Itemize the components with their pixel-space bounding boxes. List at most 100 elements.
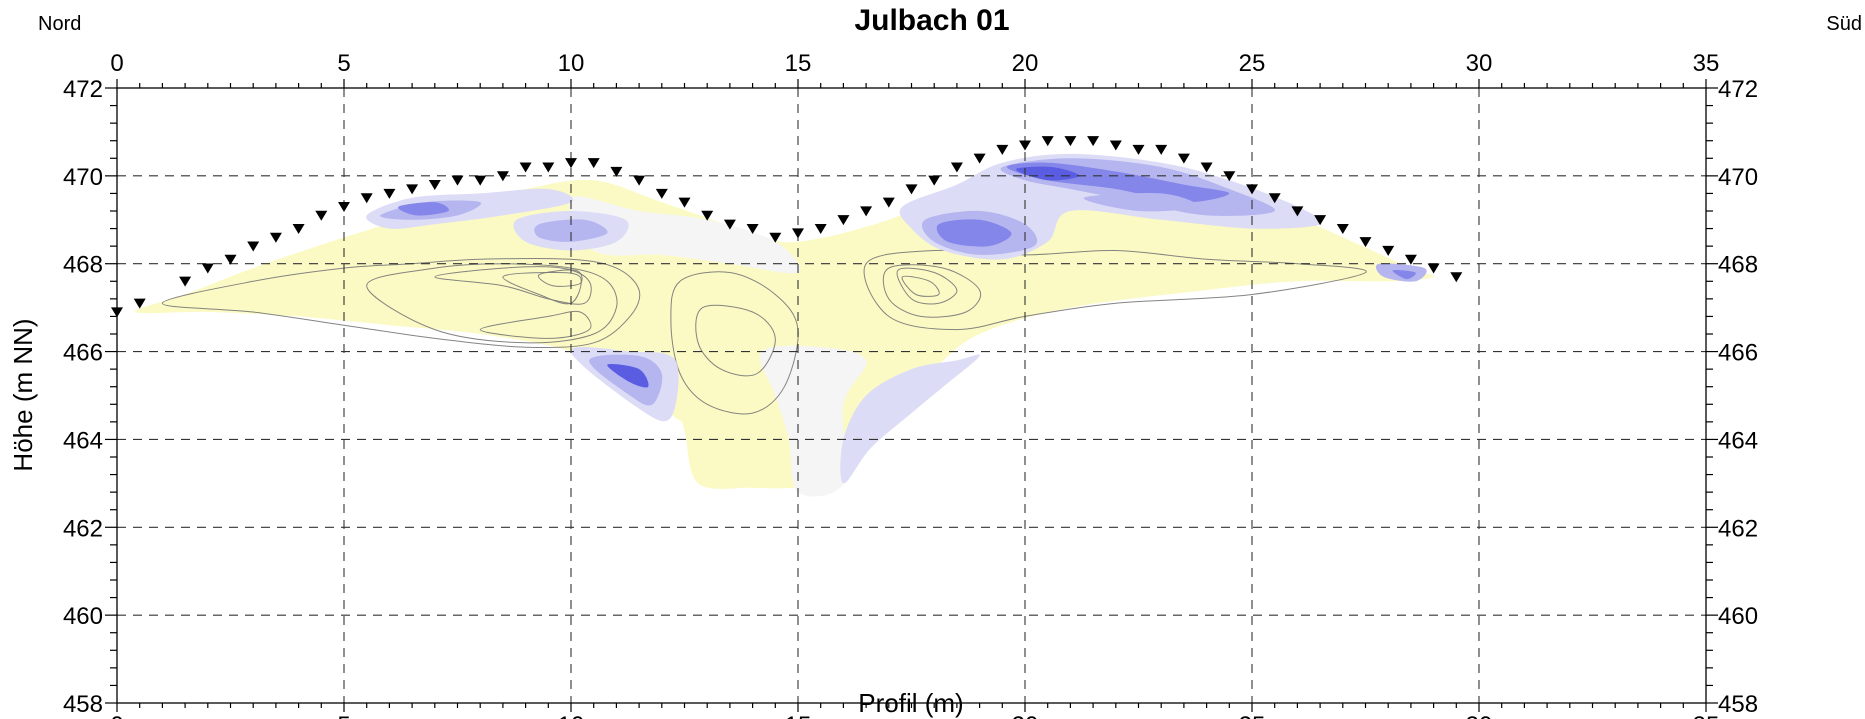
electrode-marker — [610, 166, 623, 177]
region-blue-mid-left — [534, 219, 608, 242]
electrode-marker — [1132, 144, 1145, 155]
region-yellow-centre-core — [695, 304, 776, 377]
region-yellow-left-core — [366, 263, 618, 344]
region-blue-far-right-core — [1392, 269, 1416, 280]
x-tick-label-top: 10 — [558, 50, 585, 77]
direction-label-south: Süd — [1826, 13, 1862, 35]
electrode-marker — [701, 210, 714, 221]
electrode-marker — [1200, 162, 1213, 173]
region-yellow-centre-body — [670, 271, 799, 415]
electrode-marker — [542, 162, 555, 173]
electrode-marker — [723, 219, 736, 230]
electrode-marker — [973, 153, 986, 164]
region-white-zone-top — [568, 196, 801, 274]
electrode-marker — [905, 184, 918, 195]
electrode-marker — [837, 215, 850, 226]
region-blue-right-streak — [1083, 193, 1198, 212]
region-blue-right-body-core — [936, 219, 1012, 247]
y-tick-label-left: 464 — [63, 427, 103, 454]
electrode-marker — [496, 171, 509, 182]
electrode-marker — [1336, 223, 1349, 234]
electrode-marker — [928, 175, 941, 186]
electrode-marker — [1064, 136, 1077, 147]
electrode-marker — [814, 223, 827, 234]
electrode-marker — [383, 188, 396, 199]
region-orange-left-core — [537, 269, 583, 287]
x-tick-label-top: 25 — [1239, 50, 1266, 77]
region-blue-lower-centre — [589, 354, 663, 406]
electrode-marker — [360, 193, 373, 204]
x-tick-label-bottom: 10 — [558, 712, 585, 719]
electrode-marker — [655, 188, 668, 199]
electrode-marker — [406, 184, 419, 195]
region-yellow-right-core — [882, 264, 982, 318]
y-tick-label-left: 472 — [63, 76, 103, 103]
region-blue-upper-left-core — [398, 202, 450, 216]
electrode-marker — [474, 175, 487, 186]
x-axis-label: Profil (m) — [858, 688, 963, 718]
x-tick-label-bottom: 15 — [785, 712, 812, 719]
electrode-marker — [792, 228, 804, 239]
electrode-marker — [1314, 215, 1327, 226]
electrode-marker — [1382, 245, 1395, 256]
electrode-marker — [1019, 140, 1031, 151]
region-gold-left-band — [434, 266, 592, 305]
region-blue-lower-centre-core — [607, 364, 649, 388]
y-tick-label-right: 458 — [1718, 691, 1758, 718]
electrode-marker — [1041, 136, 1054, 147]
electrode-marker — [1246, 184, 1258, 195]
y-tick-label-right: 462 — [1718, 515, 1758, 542]
electrode-marker — [633, 175, 646, 186]
electrode-marker — [882, 197, 895, 208]
region-section-base — [134, 161, 1435, 489]
electrode-marker — [1291, 206, 1304, 217]
y-tick-label-right: 466 — [1718, 340, 1758, 367]
electrode-marker — [179, 276, 192, 287]
resistivity-regions — [134, 153, 1435, 497]
axis-ticks: 0055101015152020252530303535458458460460… — [63, 50, 1758, 719]
electrode-marker — [428, 180, 441, 191]
region-yellow-left-body — [161, 257, 641, 349]
electrode-marker — [860, 206, 873, 217]
y-tick-label-right: 472 — [1718, 76, 1758, 103]
y-tick-label-left: 468 — [63, 252, 103, 279]
x-tick-label-top: 15 — [785, 50, 812, 77]
y-tick-label-right: 470 — [1718, 164, 1758, 191]
y-axis-label: Höhe (m NN) — [8, 318, 38, 471]
electrode-marker — [269, 232, 282, 243]
y-tick-label-left: 458 — [63, 691, 103, 718]
y-tick-label-right: 464 — [1718, 427, 1758, 454]
electrode-marker — [1223, 171, 1236, 182]
electrode-marker — [519, 162, 532, 173]
x-tick-label-bottom: 0 — [110, 712, 123, 719]
direction-label-north: Nord — [38, 13, 81, 35]
grid-lines — [117, 88, 1706, 703]
region-blue-right-top-dark — [1015, 166, 1080, 181]
electrode-marker — [224, 254, 237, 265]
x-tick-label-bottom: 25 — [1239, 712, 1266, 719]
y-tick-label-right: 468 — [1718, 252, 1758, 279]
x-tick-label-top: 0 — [110, 50, 123, 77]
electrode-marker — [1268, 193, 1281, 204]
electrode-marker — [1359, 237, 1372, 248]
x-tick-label-bottom: 5 — [337, 712, 350, 719]
y-tick-label-left: 460 — [63, 603, 103, 630]
electrode-marker — [133, 298, 146, 309]
y-tick-label-right: 460 — [1718, 603, 1758, 630]
x-tick-label-bottom: 20 — [1012, 712, 1039, 719]
electrode-marker — [746, 223, 759, 234]
plot-frame — [116, 87, 1707, 704]
region-orange-left-bottom — [479, 310, 592, 339]
electrode-marker — [315, 210, 328, 221]
y-tick-label-left: 466 — [63, 340, 103, 367]
y-tick-label-left: 470 — [63, 164, 103, 191]
x-tick-label-top: 30 — [1466, 50, 1493, 77]
region-orange-right-core — [901, 275, 940, 297]
electrode-marker — [338, 202, 350, 212]
electrode-marker — [996, 144, 1009, 155]
chart-title: Julbach 01 — [854, 4, 1009, 37]
region-blue-lower-right — [840, 354, 980, 484]
electrode-marker — [1109, 140, 1122, 151]
x-tick-label-top: 20 — [1012, 50, 1039, 77]
